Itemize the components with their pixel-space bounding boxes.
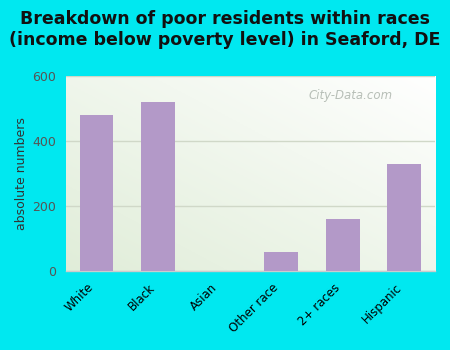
Bar <box>80 115 113 271</box>
Text: Breakdown of poor residents within races
(income below poverty level) in Seaford: Breakdown of poor residents within races… <box>9 10 441 49</box>
Bar <box>387 164 421 271</box>
Bar <box>141 102 175 271</box>
Bar <box>264 252 298 271</box>
Text: City-Data.com: City-Data.com <box>308 89 392 102</box>
Y-axis label: absolute numbers: absolute numbers <box>15 117 28 230</box>
Bar <box>326 218 360 271</box>
